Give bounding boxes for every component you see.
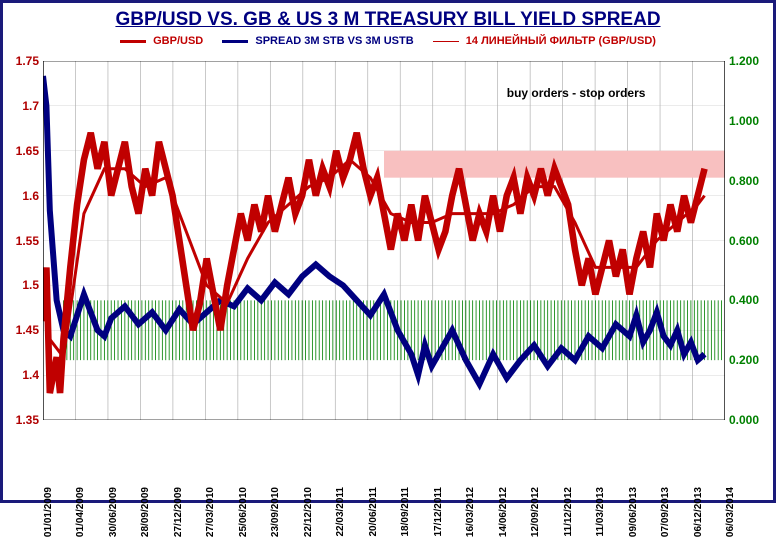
x-tick: 23/09/2010 [270,487,281,537]
legend-label: SPREAD 3M STB VS 3М USTB [255,35,413,47]
plot-area: buy orders - stop orders [43,61,725,420]
x-tick: 16/03/2012 [465,487,476,537]
y-tick-left: 1.4 [22,368,39,382]
y-tick-right: 0.000 [729,413,759,427]
x-tick: 09/06/2013 [628,487,639,537]
y-axis-right: 0.0000.2000.4000.6000.8001.0001.200 [727,61,771,420]
y-tick-right: 0.800 [729,174,759,188]
y-tick-left: 1.35 [16,413,39,427]
x-tick: 14/06/2012 [498,487,509,537]
y-tick-right: 0.600 [729,234,759,248]
y-tick-left: 1.7 [22,99,39,113]
x-tick: 06/03/2014 [725,487,736,537]
x-tick: 01/01/2009 [43,487,54,537]
legend-item-spread: SPREAD 3M STB VS 3М USTB [222,35,413,47]
annotation-buy-orders: buy orders - stop orders [507,86,646,100]
legend-label: GBP/USD [153,35,203,47]
y-tick-left: 1.45 [16,323,39,337]
y-tick-left: 1.6 [22,189,39,203]
x-axis: 01/01/200901/04/200930/06/200928/09/2009… [43,422,725,498]
x-tick: 22/12/2010 [303,487,314,537]
x-tick: 27/12/2009 [173,487,184,537]
x-tick: 01/04/2009 [75,487,86,537]
legend-swatch [433,41,459,42]
legend-item-filter: 14 ЛИНЕЙНЫЙ ФИЛЬТР (GBP/USD) [433,35,656,47]
y-tick-left: 1.65 [16,144,39,158]
x-tick: 25/06/2010 [238,487,249,537]
x-tick: 18/09/2011 [400,487,411,537]
x-tick: 12/09/2012 [530,487,541,537]
y-tick-right: 0.200 [729,353,759,367]
chart-frame: GBP/USD VS. GB & US 3 M TREASURY BILL YI… [0,0,776,503]
x-tick: 20/06/2011 [368,487,379,537]
x-tick: 27/03/2010 [205,487,216,537]
x-tick: 11/03/2013 [595,487,606,537]
legend-swatch [222,40,248,43]
y-tick-left: 1.55 [16,234,39,248]
y-tick-right: 0.400 [729,293,759,307]
x-tick: 22/03/2011 [335,487,346,537]
y-tick-right: 1.000 [729,114,759,128]
y-axis-left: 1.351.41.451.51.551.61.651.71.75 [5,61,41,420]
x-tick: 30/06/2009 [108,487,119,537]
y-tick-left: 1.5 [22,278,39,292]
chart-title: GBP/USD VS. GB & US 3 M TREASURY BILL YI… [3,3,773,33]
y-tick-left: 1.75 [16,54,39,68]
legend: GBP/USD SPREAD 3M STB VS 3М USTB 14 ЛИНЕ… [3,33,773,51]
legend-item-gbpusd: GBP/USD [120,35,203,47]
legend-swatch [120,40,146,43]
y-tick-right: 1.200 [729,54,759,68]
x-tick: 07/09/2013 [660,487,671,537]
plot-svg [43,61,725,420]
x-tick: 06/12/2013 [693,487,704,537]
legend-label: 14 ЛИНЕЙНЫЙ ФИЛЬТР (GBP/USD) [466,35,656,47]
x-tick: 17/12/2011 [433,487,444,537]
x-tick: 28/09/2009 [140,487,151,537]
x-tick: 11/12/2012 [563,487,574,537]
